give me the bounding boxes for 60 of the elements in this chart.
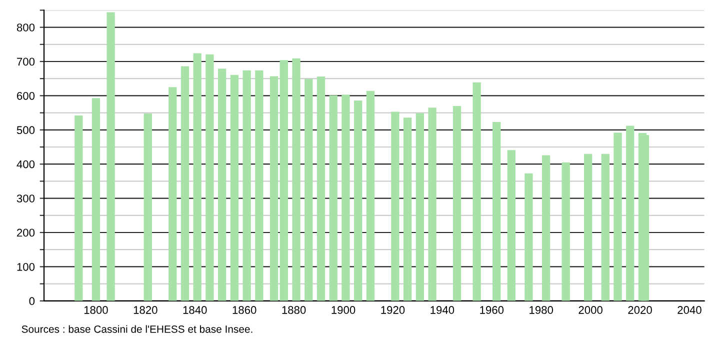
y-tick-label: 800 [16,24,35,32]
x-tick-label: 1880 [282,306,306,314]
x-tick-label: 1860 [232,306,256,314]
bar [614,132,622,301]
bar [218,68,226,301]
bar [391,112,400,301]
bar [206,54,214,301]
bar [366,90,375,301]
bar [626,126,634,301]
x-tick-label: 1900 [332,306,356,314]
y-tick-label: 300 [16,194,35,202]
x-tick-label: 1840 [183,306,207,314]
x-tick-label: 1800 [84,306,108,314]
x-tick-label: 2020 [628,306,652,314]
bar [280,60,288,301]
bar [230,74,239,301]
bar [270,76,278,301]
bar [316,76,326,301]
bar [584,154,592,301]
bar [255,70,264,301]
x-tick-label: 1820 [134,306,158,314]
y-tick-label: 700 [17,58,35,66]
bar [106,12,115,301]
bar [304,78,313,301]
bar [92,98,100,301]
bar [416,113,424,301]
bar [342,94,350,301]
bar [193,53,202,301]
bar [242,70,251,301]
bar [329,95,338,301]
x-tick-label: 1980 [530,306,554,314]
bar [472,82,481,301]
bar [403,118,412,301]
y-tick-label: 600 [17,92,35,100]
bar [542,155,550,301]
bar [638,132,647,301]
bar [292,58,300,301]
bar [144,113,152,301]
source-note: Sources : base Cassini de l'EHESS et base Insee. [22,325,252,333]
y-tick-label: 0 [29,297,35,306]
x-tick-label: 1940 [430,306,454,314]
y-tick-label: 200 [17,228,35,237]
bar [562,162,570,301]
bar [492,122,501,301]
bar [601,154,610,301]
bar [524,173,533,301]
x-tick-label: 1960 [480,306,504,314]
bar [168,87,177,301]
bar [354,100,362,301]
bar [452,106,462,301]
bar [74,116,83,301]
x-tick-label: 2040 [678,306,702,314]
bar [180,66,190,301]
bar [428,108,436,301]
y-tick-label: 500 [16,126,35,134]
x-tick-label: 2000 [578,306,602,314]
bar [507,150,516,301]
y-tick-label: 100 [17,262,35,271]
y-tick-label: 400 [16,160,35,168]
x-tick-label: 1920 [381,306,405,314]
